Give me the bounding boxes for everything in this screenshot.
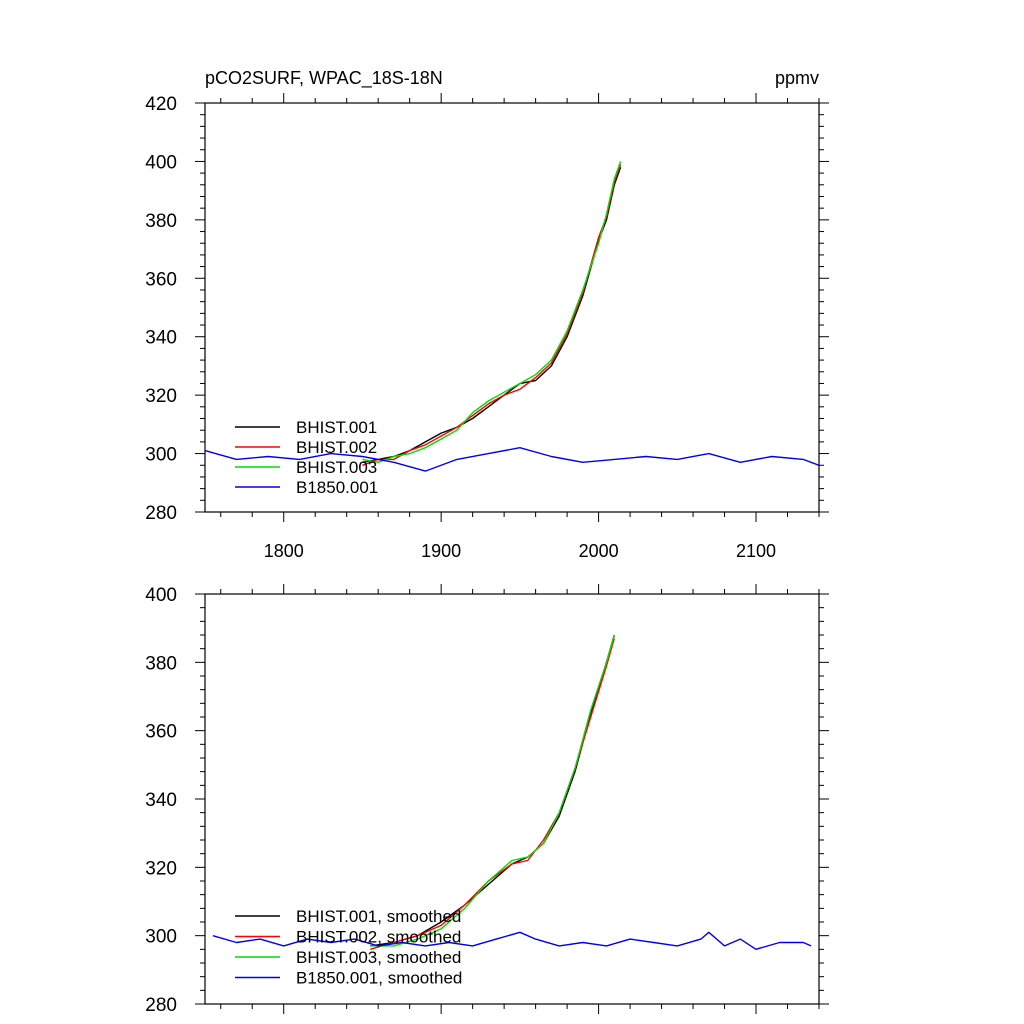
series-group-bottom [212,634,812,950]
chart-title: pCO2SURF, WPAC_18S-18N [205,68,443,89]
legend-label-bhist-001: BHIST.001 [296,418,377,437]
x-tick-label: 2100 [736,541,776,561]
y-tick-label: 320 [145,858,177,879]
series-line-bhist-001-smoothed [370,634,615,947]
legend-label-b1850-001-smoothed: B1850.001, smoothed [296,969,462,988]
series-line-bhist-002-smoothed [370,638,615,950]
series-line-bhist-001 [362,167,622,463]
x-tick-label: 2000 [579,541,619,561]
y-tick-label: 380 [145,653,177,674]
chart-units: ppmv [775,68,819,88]
y-tick-label: 340 [145,790,177,811]
y-tick-label: 400 [145,152,177,173]
plot-frame-top [204,102,820,513]
y-tick-label: 340 [145,328,177,349]
series-line-bhist-003-smoothed [370,634,615,947]
legend-label-bhist-003-smoothed: BHIST.003, smoothed [296,948,461,967]
series-line-bhist-003 [362,161,622,463]
series-line-bhist-002 [362,164,622,466]
x-tick-label: 1900 [421,541,461,561]
legend-label-bhist-002: BHIST.002 [296,438,377,457]
legend-label-bhist-002-smoothed: BHIST.002, smoothed [296,928,461,947]
panel-top: pCO2SURF, WPAC_18S-18N ppmv 1800 1900 2000… [145,68,829,561]
y-tick-label: 300 [145,927,177,948]
y-tick-label: 280 [145,503,177,524]
series-line-b1850-001-smoothed [212,931,812,950]
y-tick-label: 300 [145,445,177,466]
y-tick-label: 360 [145,269,177,290]
y-tick-label: 380 [145,211,177,232]
y-tick-label: 360 [145,722,177,743]
y-tick-label: 280 [145,995,177,1016]
y-tick-label: 420 [145,94,177,115]
legend-label-b1850-001: B1850.001 [296,478,378,497]
axis-ticks-bottom: 280 300 320 340 360 380 400 [145,584,829,1016]
legend-label-bhist-001-smoothed: BHIST.001, smoothed [296,907,461,926]
y-tick-label: 320 [145,386,177,407]
x-tick-label: 1800 [264,541,304,561]
series-line-b1850-001 [204,447,820,472]
axis-ticks-top: 1800 1900 2000 2100 280 300 320 340 360 380 400 420 [145,93,829,561]
panel-bottom: 280 300 320 340 360 380 400 BHIST.001, smoothe… [145,584,829,1016]
legend-bottom: BHIST.001, smoothed BHIST.002, smoothedBH… [235,907,462,988]
legend-label-bhist-003: BHIST.003 [296,458,377,477]
series-group-top [204,161,820,472]
y-tick-label: 400 [145,585,177,606]
